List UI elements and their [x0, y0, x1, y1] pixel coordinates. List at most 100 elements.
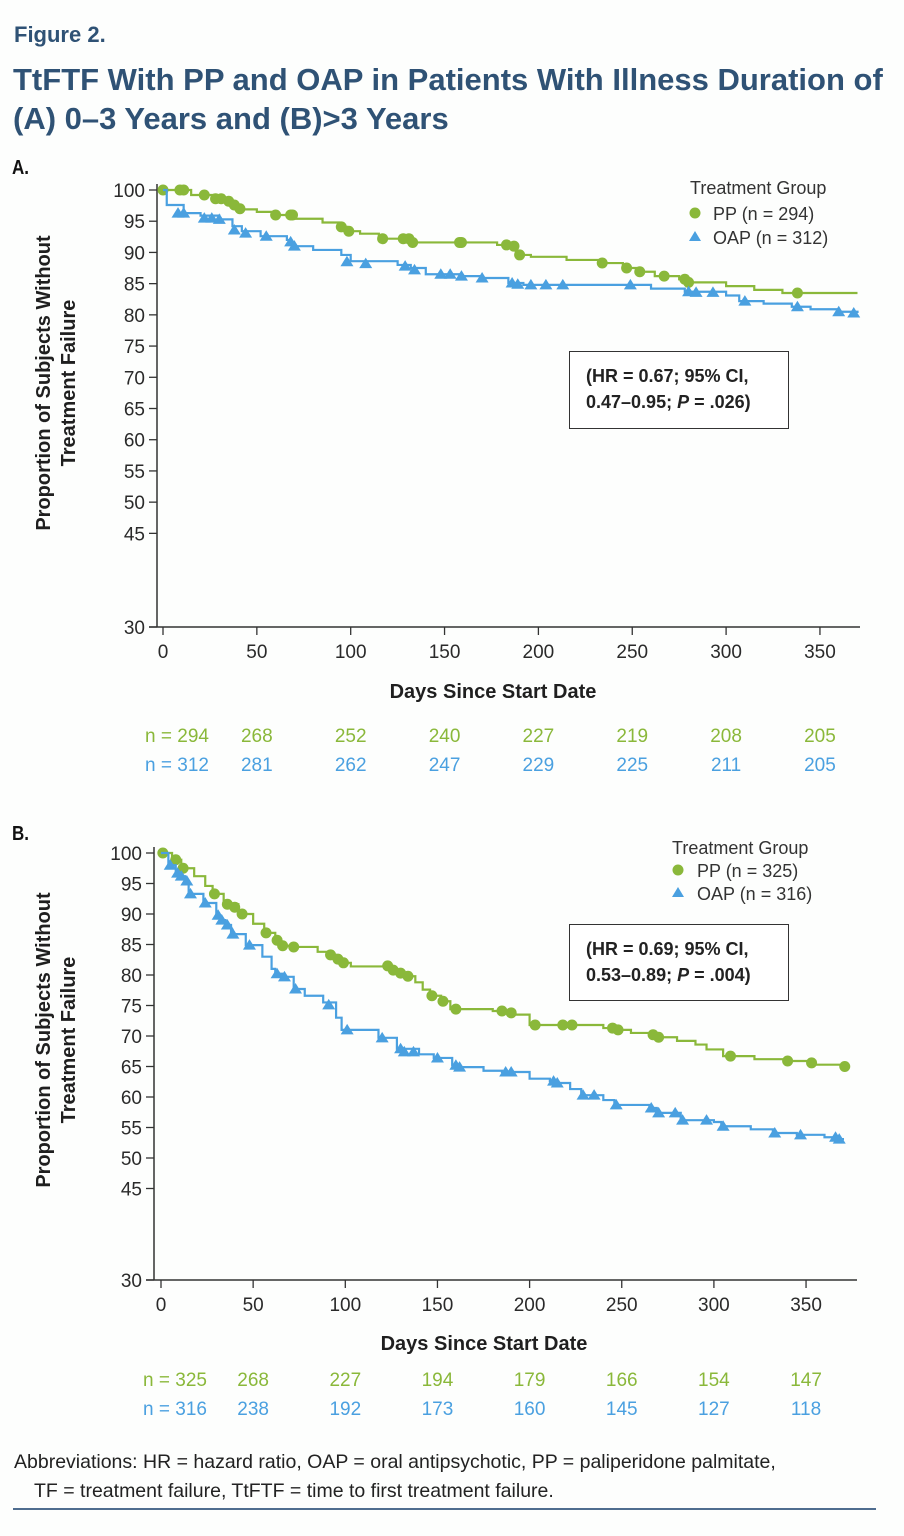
n-at-risk-pp: 268	[241, 726, 273, 747]
y-tick-label: 75	[124, 337, 145, 358]
n-at-risk-pp: 154	[698, 1370, 730, 1391]
censor-marker-oap	[700, 1114, 714, 1125]
censor-marker-oap	[790, 300, 804, 312]
n-at-risk-pp: n = 294	[145, 726, 209, 747]
censor-marker-oap	[198, 897, 212, 908]
x-tick-label: 100	[329, 1295, 361, 1316]
censor-marker-oap	[398, 260, 412, 271]
y-tick-label: 70	[124, 368, 145, 389]
y-tick-label: 60	[124, 431, 145, 452]
legend-pp-label: PP (n = 325)	[697, 861, 798, 881]
n-at-risk-oap: 262	[335, 755, 367, 776]
censor-marker-pp	[782, 1055, 794, 1067]
n-at-risk-pp: 166	[606, 1370, 638, 1391]
x-tick-label: 350	[790, 1295, 822, 1316]
y-tick-label: 30	[124, 618, 145, 639]
censor-marker-pp	[496, 1005, 508, 1017]
n-at-risk-oap: 281	[241, 755, 273, 776]
stat-line1: (HR = 0.69; 95% CI,	[586, 939, 749, 959]
x-tick-label: 50	[246, 642, 267, 663]
censor-marker-pp	[343, 225, 355, 237]
censor-marker-oap	[832, 305, 846, 317]
censor-marker-oap	[406, 1045, 420, 1057]
abbreviations-line1: Abbreviations: HR = hazard ratio, OAP = …	[14, 1451, 776, 1473]
censor-marker-oap	[794, 1128, 808, 1140]
y-axis-title-line2: Treatment Failure	[58, 300, 80, 467]
censor-marker-pp	[178, 184, 190, 196]
n-at-risk-oap: 205	[804, 755, 836, 776]
y-tick-label: 85	[121, 936, 142, 957]
censor-marker-pp	[634, 266, 646, 278]
censor-marker-oap	[738, 295, 752, 306]
figure-label: Figure 2.	[14, 22, 106, 47]
censor-marker-pp	[505, 1007, 517, 1019]
x-tick-label: 200	[514, 1295, 546, 1316]
censor-marker-oap	[668, 1106, 682, 1118]
censor-marker-pp	[277, 940, 289, 952]
legend-oap-label: OAP (n = 312)	[713, 228, 828, 248]
censor-marker-oap	[676, 1114, 690, 1125]
censor-marker-oap	[550, 1076, 564, 1088]
n-at-risk-oap: n = 312	[145, 755, 209, 776]
stat-line2a: 0.53–0.89;	[586, 965, 678, 985]
censor-marker-oap	[205, 212, 219, 223]
censor-marker-oap	[832, 1133, 846, 1144]
legend-pp-label: PP (n = 294)	[713, 204, 814, 224]
censor-marker-oap	[454, 270, 468, 281]
censor-marker-oap	[270, 967, 284, 979]
legend-title: Treatment Group	[690, 178, 826, 198]
n-at-risk-oap: 145	[606, 1399, 638, 1420]
censor-marker-oap	[539, 278, 553, 290]
censor-marker-pp	[566, 1019, 578, 1031]
censor-marker-oap	[183, 887, 197, 899]
stat-line1: (HR = 0.67; 95% CI,	[586, 366, 749, 386]
censor-marker-pp	[236, 908, 248, 920]
censor-marker-pp	[287, 209, 299, 221]
stat-line2b: = .004)	[689, 965, 751, 985]
censor-marker-oap	[504, 1065, 518, 1077]
censor-marker-pp	[288, 941, 300, 953]
x-tick-label: 100	[335, 642, 367, 663]
y-axis-title-line1: Proportion of Subjects Without	[33, 892, 55, 1188]
censor-marker-pp	[437, 995, 449, 1007]
legend-pp-marker	[672, 864, 684, 876]
censor-marker-pp	[455, 236, 467, 248]
x-tick-label: 200	[523, 642, 555, 663]
n-at-risk-pp: 268	[237, 1370, 269, 1391]
legend-oap-marker	[672, 887, 684, 897]
n-at-risk-oap: 238	[237, 1399, 269, 1420]
n-at-risk-pp: n = 325	[143, 1370, 207, 1391]
censor-marker-oap	[576, 1089, 590, 1100]
n-at-risk-oap: 229	[523, 755, 555, 776]
n-at-risk-oap: 118	[791, 1399, 821, 1420]
censor-marker-oap	[397, 1045, 411, 1057]
censor-marker-oap	[277, 970, 291, 982]
censor-marker-pp	[806, 1057, 818, 1069]
censor-marker-pp	[229, 901, 241, 913]
stat-line2b: = .026)	[689, 392, 751, 412]
censor-marker-oap	[215, 914, 229, 925]
abbreviations-footnote: Abbreviations: HR = hazard ratio, OAP = …	[14, 1448, 874, 1506]
censor-marker-oap	[587, 1089, 601, 1100]
x-tick-label: 50	[243, 1295, 264, 1316]
censor-marker-pp	[724, 1050, 736, 1062]
censor-marker-oap	[322, 998, 336, 1010]
censor-marker-oap	[511, 278, 525, 289]
y-tick-label: 100	[110, 844, 142, 865]
panel-b-label: B.	[12, 823, 29, 845]
n-at-risk-pp: 252	[335, 726, 367, 747]
censor-marker-pp	[270, 209, 282, 221]
panel-a-label: A.	[12, 157, 29, 179]
n-at-risk-oap: 127	[698, 1399, 730, 1420]
y-tick-label: 45	[121, 1180, 142, 1201]
n-at-risk-oap: n = 316	[143, 1399, 207, 1420]
footer-rule	[13, 1508, 876, 1510]
censor-marker-pp	[839, 1061, 851, 1072]
censor-marker-pp	[426, 990, 438, 1002]
censor-marker-pp	[514, 249, 526, 261]
censor-marker-oap	[163, 859, 177, 870]
censor-marker-pp	[260, 927, 272, 939]
n-at-risk-oap: 192	[329, 1399, 361, 1420]
y-tick-label: 85	[124, 275, 145, 296]
censor-marker-oap	[259, 230, 273, 241]
